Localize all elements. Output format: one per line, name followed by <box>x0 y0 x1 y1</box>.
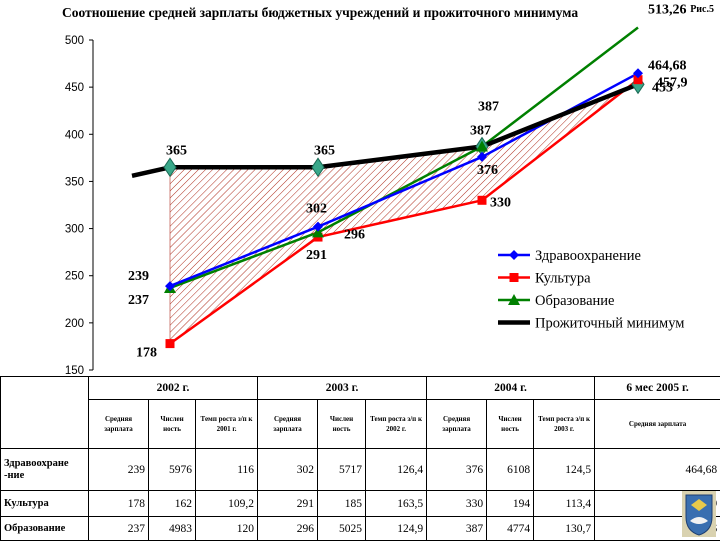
data-label: 387 <box>478 100 499 115</box>
square-marker <box>478 196 487 205</box>
table-cell: 296 <box>258 517 318 541</box>
table-cell: 5025 <box>318 517 366 541</box>
table-cell: 162 <box>149 491 196 517</box>
legend-label: Культура <box>535 271 591 287</box>
table-cell: 109,2 <box>196 491 258 517</box>
table-row: Здравоохране -ние 239 5976 116 302 5717 … <box>1 449 720 491</box>
subheader: Числен ность <box>149 400 196 449</box>
table-cell: 376 <box>427 449 487 491</box>
year-header: 2003 г. <box>258 377 427 400</box>
table-cell: 120 <box>196 517 258 541</box>
table-cell: 6108 <box>487 449 534 491</box>
data-label: 296 <box>344 227 365 242</box>
subheader: Средняя зарплата <box>427 400 487 449</box>
subheader: Средняя зарплата <box>89 400 149 449</box>
y-tick-label: 250 <box>65 271 84 283</box>
year-header: 2004 г. <box>427 377 595 400</box>
subheader: Числен ность <box>487 400 534 449</box>
data-label: 330 <box>490 195 511 210</box>
table-row: Образование 237 4983 120 296 5025 124,9 … <box>1 517 720 541</box>
row-name: Здравоохране -ние <box>1 449 89 491</box>
table-cell: 291 <box>258 491 318 517</box>
data-label: 513,26 <box>648 2 687 17</box>
subheader: Числен ность <box>318 400 366 449</box>
data-label: 365 <box>166 143 187 158</box>
subheader: Темп роста з/п к 2003 г. <box>534 400 595 449</box>
table-cell: 124,9 <box>366 517 427 541</box>
subheader: Темп роста з/п к 2002 г. <box>366 400 427 449</box>
table-cell: 4774 <box>487 517 534 541</box>
table-cell: 178 <box>89 491 149 517</box>
table-cell: 194 <box>487 491 534 517</box>
data-label: 453 <box>652 80 673 95</box>
table-cell: 126,4 <box>366 449 427 491</box>
table-cell: 5976 <box>149 449 196 491</box>
table-cell: 185 <box>318 491 366 517</box>
data-label: 237 <box>128 293 149 308</box>
data-label: 464,68 <box>648 58 687 73</box>
year-header: 6 мес 2005 г. <box>595 377 720 400</box>
data-label: 178 <box>136 346 157 361</box>
diamond-marker <box>509 250 519 260</box>
legend: Здравоохранение Культура Образование Прожит… <box>498 248 684 332</box>
table-cell: 239 <box>89 449 149 491</box>
y-tick-label: 300 <box>65 224 84 236</box>
y-tick-label: 150 <box>65 365 84 376</box>
row-name: Культура <box>1 491 89 517</box>
table-cell: 163,5 <box>366 491 427 517</box>
table-cell: 5717 <box>318 449 366 491</box>
subheader: Средняя зарплата <box>595 400 720 449</box>
y-tick-label: 200 <box>65 318 84 330</box>
table-cell: 330 <box>427 491 487 517</box>
year-header: 2002 г. <box>89 377 258 400</box>
data-label: 376 <box>477 163 498 178</box>
data-label: 387 <box>470 124 491 139</box>
table-cell: 113,4 <box>534 491 595 517</box>
data-label: 302 <box>306 202 327 217</box>
table-year-header: 2002 г. 2003 г. 2004 г. 6 мес 2005 г. <box>1 377 720 400</box>
table-cell: 237 <box>89 517 149 541</box>
table-cell: 302 <box>258 449 318 491</box>
data-label: 239 <box>128 269 149 284</box>
y-tick-label: 400 <box>65 129 84 141</box>
y-tick-label: 350 <box>65 176 84 188</box>
square-marker <box>166 339 175 348</box>
data-label: 291 <box>306 248 327 263</box>
table-corner <box>1 377 89 449</box>
table-row: Культура 178 162 109,2 291 185 163,5 330… <box>1 491 720 517</box>
subheader: Средняя зарплата <box>258 400 318 449</box>
square-marker <box>510 273 519 282</box>
legend-label: Прожиточный минимум <box>535 316 684 332</box>
line-chart: 150 200 250 300 350 400 450 500 239 302 376 464,68… <box>0 0 720 376</box>
subheader: Темп роста з/п к 2001 г. <box>196 400 258 449</box>
y-tick-label: 500 <box>65 35 84 47</box>
table-cell: 464,68 <box>595 449 720 491</box>
data-label: 365 <box>314 143 335 158</box>
table-cell: 387 <box>427 517 487 541</box>
data-table: 2002 г. 2003 г. 2004 г. 6 мес 2005 г. Ср… <box>0 376 720 541</box>
table-cell: 4983 <box>149 517 196 541</box>
y-tick-label: 450 <box>65 82 84 94</box>
table-subheader-row: Средняя зарплата Числен ность Темп роста… <box>1 400 720 449</box>
table-cell: 124,5 <box>534 449 595 491</box>
legend-label: Здравоохранение <box>535 248 641 264</box>
table-cell: 116 <box>196 449 258 491</box>
y-axis: 150 200 250 300 350 400 450 500 <box>65 35 93 376</box>
legend-label: Образование <box>535 293 614 309</box>
row-name: Образование <box>1 517 89 541</box>
coat-of-arms-emblem <box>682 491 716 537</box>
table-cell: 130,7 <box>534 517 595 541</box>
